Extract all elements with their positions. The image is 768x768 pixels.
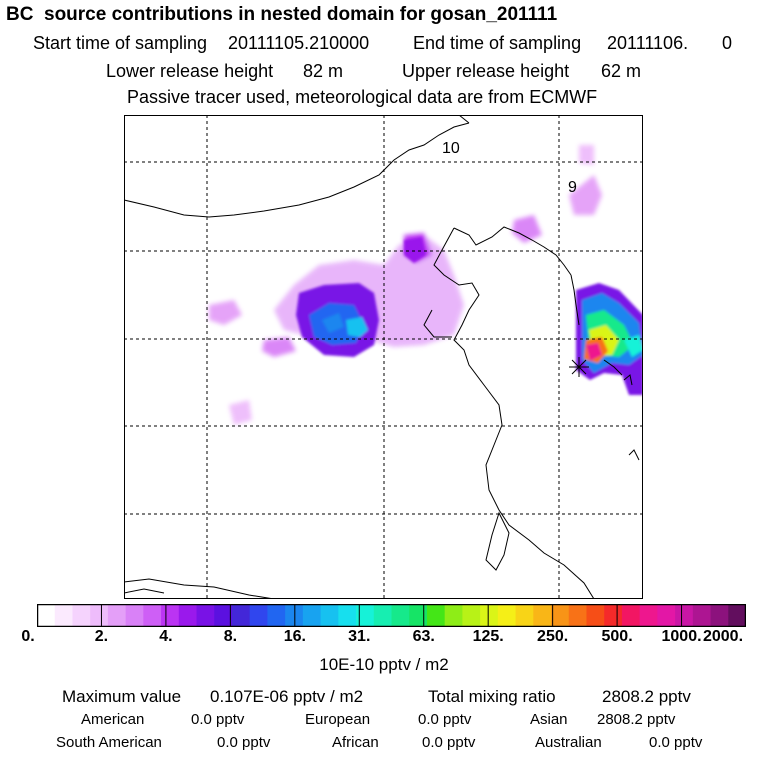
colorbar-tick-label: 2. bbox=[94, 628, 109, 645]
colorbar-tick-label: 1000. bbox=[661, 628, 702, 645]
max-value: 0.107E-06 pptv / m2 bbox=[210, 687, 364, 706]
max-value-label: Maximum value bbox=[62, 687, 182, 706]
colorbar-cell bbox=[604, 604, 623, 627]
colorbar-tick-label: 8. bbox=[223, 628, 238, 645]
colorbar-cell bbox=[409, 604, 428, 627]
colorbar-cell bbox=[249, 604, 269, 627]
colorbar-tick-label: 16. bbox=[283, 628, 306, 645]
colorbar-tick-label: 2000. bbox=[702, 628, 744, 645]
colorbar-cell bbox=[178, 604, 198, 627]
colorbar-cell bbox=[728, 604, 746, 627]
colorbar-cell bbox=[533, 604, 552, 627]
map-frame bbox=[124, 115, 643, 599]
colorbar-tick-label: 0. bbox=[21, 628, 35, 645]
colorbar-cell bbox=[480, 604, 499, 627]
colorbar-cell bbox=[214, 604, 233, 627]
plot-title: BC source contributions in nested domain… bbox=[6, 4, 558, 25]
colorbar-cell bbox=[107, 604, 127, 627]
colorbar-cell bbox=[675, 604, 694, 627]
colorbar-cell bbox=[444, 604, 464, 627]
colorbar-cell bbox=[639, 604, 658, 627]
coastlines bbox=[124, 115, 640, 599]
total-mixing-label: Total mixing ratio bbox=[428, 687, 556, 706]
colorbar-tick-label: 4. bbox=[159, 628, 173, 645]
end-time-suffix: 0 bbox=[722, 33, 733, 53]
map-label-9: 9 bbox=[568, 179, 577, 196]
region-african-label: African bbox=[332, 734, 379, 751]
region-asian-value: 2808.2 pptv bbox=[597, 711, 676, 728]
region-american-value: 0.0 pptv bbox=[191, 711, 245, 728]
lower-height-value: 82 m bbox=[303, 61, 344, 81]
colorbar-cell bbox=[462, 604, 481, 627]
colorbar-cell bbox=[497, 604, 517, 627]
end-time-label: End time of sampling bbox=[413, 33, 582, 53]
region-asian-label: Asian bbox=[530, 711, 568, 728]
colorbar-cell bbox=[72, 604, 91, 627]
tracer-note: Passive tracer used, meteorological data… bbox=[127, 87, 598, 107]
colorbar-cell bbox=[285, 604, 304, 627]
colorbar-cell bbox=[373, 604, 393, 627]
region-south-american-value: 0.0 pptv bbox=[217, 734, 271, 751]
colorbar-cell bbox=[161, 604, 180, 627]
region-south-american-label: South American bbox=[56, 734, 162, 751]
end-time-value: 20111106. bbox=[607, 33, 689, 53]
region-australian-label: Australian bbox=[535, 734, 602, 751]
colorbar-cell bbox=[621, 604, 641, 627]
colorbar-tick-label: 250. bbox=[537, 628, 569, 645]
colorbar-cell bbox=[320, 604, 339, 627]
colorbar-cell bbox=[338, 604, 357, 627]
colorbar-cell bbox=[657, 604, 676, 627]
colorbar-cell bbox=[231, 604, 251, 627]
colorbar-cell bbox=[692, 604, 712, 627]
start-time-value: 20111105.210000 bbox=[228, 33, 370, 53]
colorbar-unit: 10E-10 pptv / m2 bbox=[319, 655, 449, 674]
region-american-label: American bbox=[81, 711, 145, 728]
colorbar-cell bbox=[426, 604, 446, 627]
grid-lines bbox=[124, 115, 643, 599]
colorbar bbox=[37, 604, 746, 627]
concentration-field bbox=[209, 145, 643, 425]
lower-height-label: Lower release height bbox=[106, 61, 274, 81]
colorbar-tick-label: 500. bbox=[601, 628, 633, 645]
colorbar-tick-label: 63. bbox=[412, 628, 435, 645]
region-african-value: 0.0 pptv bbox=[422, 734, 476, 751]
start-time-label: Start time of sampling bbox=[33, 33, 208, 53]
upper-height-value: 62 m bbox=[601, 61, 642, 81]
region-australian-value: 0.0 pptv bbox=[649, 734, 703, 751]
colorbar-cell bbox=[356, 604, 375, 627]
region-european-value: 0.0 pptv bbox=[418, 711, 472, 728]
colorbar-cell bbox=[125, 604, 144, 627]
colorbar-tick-label: 125. bbox=[472, 628, 504, 645]
receptor-marker bbox=[569, 357, 589, 377]
colorbar-cell bbox=[586, 604, 605, 627]
colorbar-cell bbox=[90, 604, 109, 627]
source-contribution-map: 10 9 bbox=[124, 115, 643, 599]
colorbar-cell bbox=[515, 604, 534, 627]
map-label-10: 10 bbox=[442, 140, 460, 157]
colorbar-cell bbox=[710, 604, 729, 627]
colorbar-cell bbox=[143, 604, 162, 627]
colorbar-cell bbox=[37, 604, 56, 627]
colorbar-cell bbox=[302, 604, 322, 627]
region-european-label: European bbox=[305, 711, 371, 728]
total-mixing-value: 2808.2 pptv bbox=[602, 687, 691, 706]
colorbar-cell bbox=[54, 604, 74, 627]
colorbar-cell bbox=[551, 604, 570, 627]
colorbar-cell bbox=[568, 604, 588, 627]
colorbar-cell bbox=[196, 604, 215, 627]
upper-height-label: Upper release height bbox=[402, 61, 570, 81]
colorbar-cell bbox=[267, 604, 286, 627]
colorbar-tick-label: 31. bbox=[348, 628, 371, 645]
colorbar-cell bbox=[391, 604, 410, 627]
